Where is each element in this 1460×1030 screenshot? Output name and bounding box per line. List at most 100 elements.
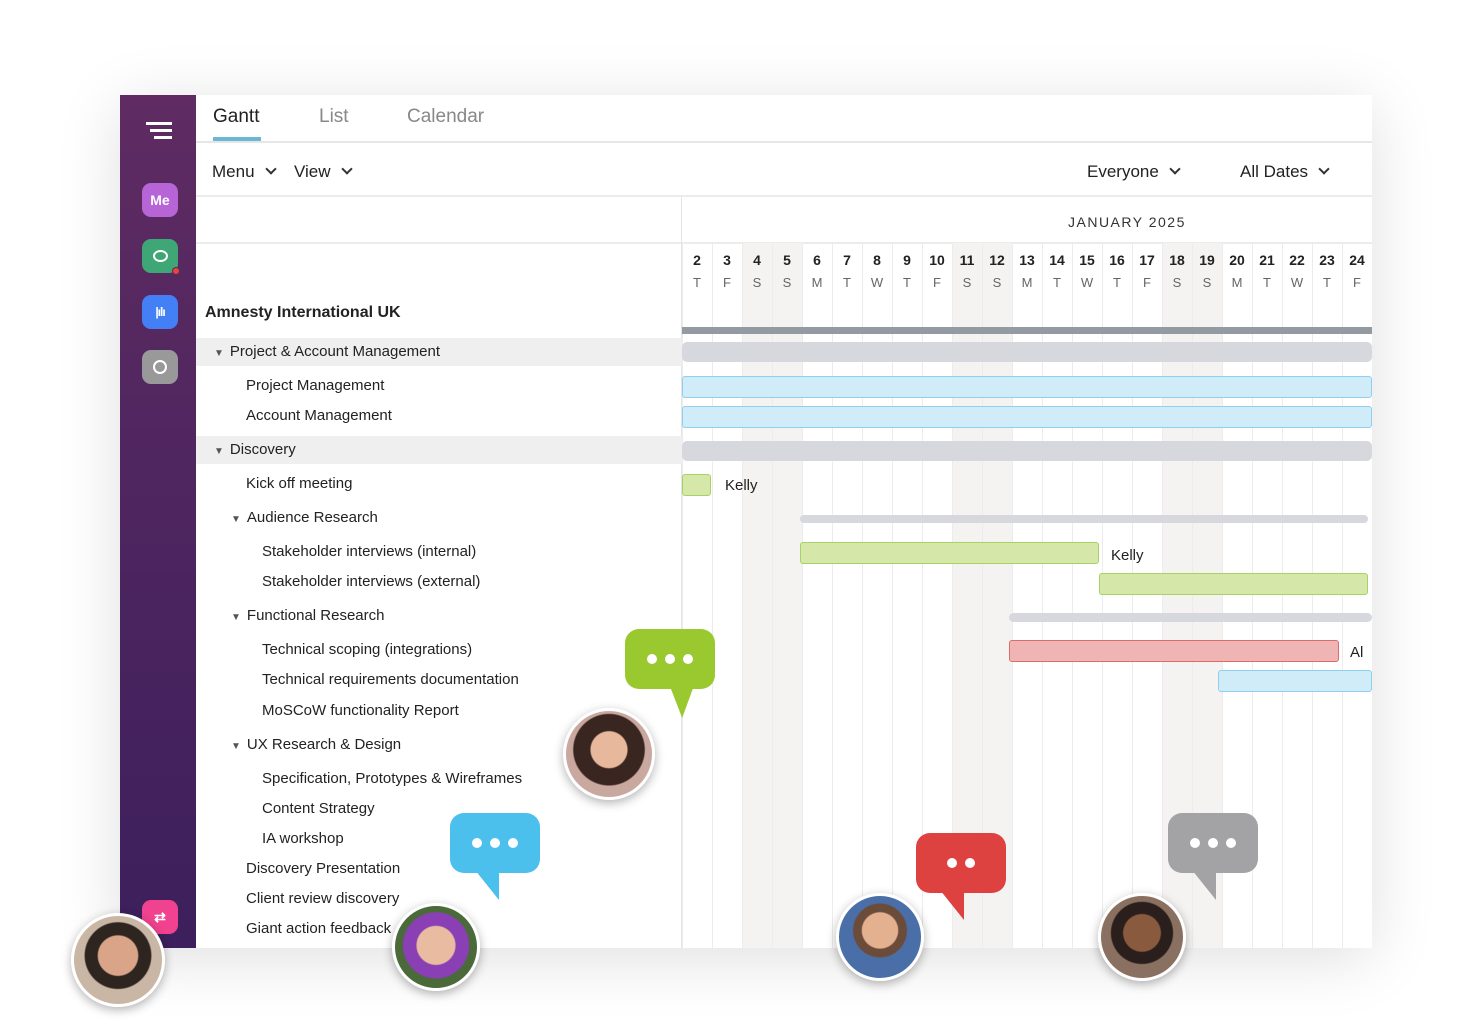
task-bar[interactable] <box>682 376 1372 398</box>
collapse-triangle-icon[interactable]: ▼ <box>231 514 241 525</box>
dates-label: All Dates <box>1240 162 1309 181</box>
group-summary-bar[interactable] <box>682 342 1372 362</box>
task-row[interactable]: Project Management <box>246 377 385 394</box>
day-column <box>1102 243 1132 948</box>
chevron-down-icon <box>1169 163 1181 175</box>
group-summary-bar[interactable] <box>1009 613 1372 622</box>
menu-dropdown[interactable]: Menu <box>212 162 277 182</box>
task-row[interactable]: Content Strategy <box>262 800 375 817</box>
weekday-label: S <box>1172 275 1182 290</box>
active-tab-indicator <box>213 137 261 141</box>
task-row[interactable]: Stakeholder interviews (external) <box>262 573 481 590</box>
weekday-label: M <box>1021 275 1033 290</box>
date-number: 18 <box>1169 252 1185 268</box>
avatar[interactable] <box>392 903 480 991</box>
bar-chart-icon: |ılı <box>155 305 165 319</box>
group-band <box>196 436 682 464</box>
task-bar[interactable] <box>1009 640 1339 662</box>
task-row[interactable]: Kick off meeting <box>246 475 353 492</box>
day-column <box>922 243 952 948</box>
tab-list[interactable]: List <box>319 106 349 127</box>
view-dropdown[interactable]: View <box>294 162 353 182</box>
divider <box>681 196 682 948</box>
group-row[interactable]: ▼ Functional Research <box>231 607 384 624</box>
task-bar[interactable] <box>682 406 1372 428</box>
date-number: 22 <box>1289 252 1305 268</box>
avatar[interactable] <box>563 708 655 800</box>
chat-bubble-icon <box>625 629 715 689</box>
day-column <box>862 243 892 948</box>
weekday-label: M <box>811 275 823 290</box>
chat-button[interactable] <box>142 239 180 275</box>
day-column <box>1222 243 1252 948</box>
dates-dropdown[interactable]: All Dates <box>1240 162 1330 182</box>
reports-button[interactable]: |ılı <box>142 295 178 329</box>
collapse-triangle-icon[interactable]: ▼ <box>214 348 224 359</box>
weekday-label: S <box>782 275 792 290</box>
assignee-label: Kelly <box>1111 547 1144 564</box>
task-row[interactable]: IA workshop <box>262 830 344 847</box>
weekday-label: F <box>1353 275 1361 290</box>
task-row[interactable]: MoSCoW functionality Report <box>262 702 459 719</box>
collapse-triangle-icon[interactable]: ▼ <box>231 612 241 623</box>
avatar[interactable] <box>836 893 924 981</box>
task-row[interactable]: Client review discovery <box>246 890 400 907</box>
day-column <box>1132 243 1162 948</box>
tab-gantt[interactable]: Gantt <box>213 106 260 127</box>
avatar[interactable] <box>71 913 165 1007</box>
group-label: Functional Research <box>246 607 385 624</box>
group-row[interactable]: ▼ Audience Research <box>231 509 378 526</box>
task-row[interactable]: Technical requirements documentation <box>262 671 519 688</box>
task-bar[interactable] <box>1218 670 1372 692</box>
app-menu-icon[interactable] <box>146 122 172 140</box>
day-column <box>1072 243 1102 948</box>
collapse-triangle-icon[interactable]: ▼ <box>214 446 224 457</box>
date-number: 10 <box>929 252 945 268</box>
date-number: 9 <box>903 252 911 268</box>
task-bar[interactable] <box>800 542 1099 564</box>
task-bar[interactable] <box>682 474 711 496</box>
group-label: Audience Research <box>246 509 378 526</box>
date-number: 24 <box>1349 252 1365 268</box>
chevron-down-icon <box>264 163 277 175</box>
weekday-label: T <box>693 275 701 290</box>
group-summary-bar[interactable] <box>800 515 1368 523</box>
everyone-dropdown[interactable]: Everyone <box>1087 162 1181 182</box>
group-row[interactable]: ▼ UX Research & Design <box>231 736 401 753</box>
task-bar[interactable] <box>1099 573 1368 595</box>
date-number: 4 <box>753 252 761 268</box>
search-button[interactable] <box>142 350 178 384</box>
group-row[interactable]: ▼ Discovery <box>214 441 296 458</box>
weekday-label: T <box>1053 275 1061 290</box>
task-row[interactable]: Stakeholder interviews (internal) <box>262 543 477 560</box>
project-summary-bar[interactable] <box>682 327 1372 334</box>
date-number: 21 <box>1259 252 1275 268</box>
group-label: Discovery <box>229 441 296 458</box>
chat-icon <box>152 250 168 262</box>
task-row[interactable]: Specification, Prototypes & Wireframes <box>262 770 523 787</box>
weekday-label: F <box>1143 275 1151 290</box>
task-row[interactable]: Giant action feedback <box>246 920 392 937</box>
day-column <box>1282 243 1312 948</box>
weekday-label: S <box>1202 275 1212 290</box>
weekday-label: S <box>752 275 762 290</box>
task-row[interactable]: Technical scoping (integrations) <box>262 641 473 658</box>
chat-bubble-icon <box>450 813 540 873</box>
task-row[interactable]: Account Management <box>246 407 392 424</box>
date-number: 17 <box>1139 252 1155 268</box>
sidebar <box>120 95 196 948</box>
group-summary-bar[interactable] <box>682 441 1372 461</box>
date-number: 11 <box>959 252 975 268</box>
task-row[interactable]: Discovery Presentation <box>246 860 401 877</box>
date-number: 19 <box>1199 252 1215 268</box>
weekday-label: T <box>903 275 911 290</box>
weekday-label: T <box>1323 275 1331 290</box>
day-column <box>1042 243 1072 948</box>
divider <box>196 195 1372 197</box>
collapse-triangle-icon[interactable]: ▼ <box>231 741 241 752</box>
me-button[interactable]: Me <box>142 183 178 217</box>
avatar[interactable] <box>1098 893 1186 981</box>
group-row[interactable]: ▼ Project & Account Management <box>214 343 440 360</box>
weekday-label: S <box>962 275 972 290</box>
tab-calendar[interactable]: Calendar <box>407 106 485 127</box>
